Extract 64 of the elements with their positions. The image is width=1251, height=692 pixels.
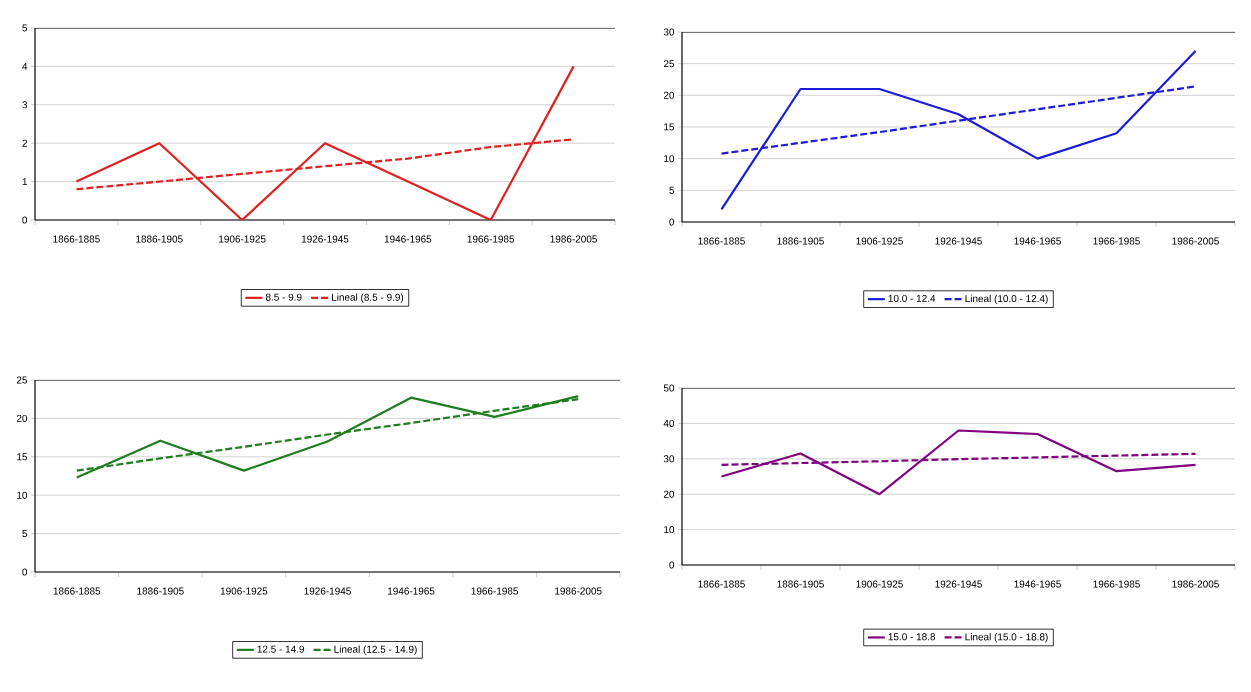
y-tick-label: 10 [664,526,675,534]
x-tick-label: 1946-1965 [388,587,435,595]
y-tick-label: 0 [22,216,28,224]
y-tick-label: 15 [664,123,675,131]
x-tick-label: 1986-2005 [550,235,597,243]
y-tick-label: 4 [22,62,28,70]
y-tick-label: 20 [663,91,675,99]
x-tick-label: 1926-1945 [935,237,982,245]
x-tick-label: 1986-2005 [555,587,602,595]
y-tick-label: 50 [663,384,675,392]
y-tick-label: 30 [663,28,675,36]
y-tick-label: 25 [16,376,28,384]
y-tick-label: 20 [663,490,675,498]
y-tick-label: 10 [664,155,675,163]
legend-label: 8.5 - 9.9 [265,293,302,301]
x-tick-label: 1866-1885 [698,580,745,588]
y-tick-label: 25 [663,60,675,68]
x-tick-label: 1966-1985 [471,587,519,595]
x-tick-label: 1946-1965 [1014,580,1061,588]
y-tick-label: 40 [663,419,675,427]
legend-label: Lineal (10.0 - 12.4) [965,294,1048,305]
x-tick-label: 1866-1885 [53,235,100,243]
x-tick-label: 1906-1925 [856,580,903,588]
x-tick-label: 1886-1905 [777,580,824,588]
x-tick-label: 1966-1985 [1093,580,1140,588]
y-tick-label: 5 [669,186,675,194]
x-tick-label: 1926-1945 [301,235,349,243]
line-series [720,429,1197,496]
x-tick-label: 1906-1925 [856,237,903,245]
legend-label: Lineal (15.0 - 18.8) [965,633,1048,643]
x-tick-label: 1886-1905 [137,587,184,595]
x-tick-label: 1926-1945 [935,580,982,588]
x-tick-label: 1986-2005 [1172,237,1219,245]
x-tick-label: 1866-1885 [53,587,101,595]
x-tick-label: 1886-1905 [136,235,183,243]
y-tick-label: 20 [16,414,28,422]
line-series [720,49,1197,211]
y-tick-label: 3 [22,101,28,109]
legend-label: 15.0 - 18.8 [888,633,936,641]
x-tick-label: 1986-2005 [1172,580,1219,588]
x-tick-label: 1866-1885 [698,237,745,245]
y-tick-label: 30 [663,455,675,463]
y-tick-label: 5 [22,530,28,538]
legend-label: Lineal (8.5 - 9.9) [332,293,404,303]
x-tick-label: 1906-1925 [219,235,266,243]
y-tick-label: 0 [22,568,28,576]
y-tick-label: 10 [17,491,28,499]
legend-label: 12.5 - 14.9 [257,645,305,653]
x-tick-label: 1926-1945 [304,587,351,595]
y-tick-label: 0 [669,561,675,569]
y-tick-label: 0 [669,218,675,226]
x-tick-label: 1946-1965 [384,235,432,243]
y-tick-label: 15 [17,453,28,461]
legend-label: 10.0 - 12.4 [888,294,936,302]
y-tick-label: 5 [22,24,28,32]
x-tick-label: 1966-1985 [1093,237,1140,245]
x-tick-label: 1946-1965 [1014,237,1061,245]
y-tick-label: 1 [22,178,27,186]
y-tick-label: 2 [22,139,27,147]
x-tick-label: 1886-1905 [777,237,824,245]
x-tick-label: 1906-1925 [220,587,268,595]
line-series [75,65,575,220]
legend-label: Lineal (12.5 - 14.9) [334,645,417,655]
x-tick-label: 1966-1985 [467,235,515,243]
